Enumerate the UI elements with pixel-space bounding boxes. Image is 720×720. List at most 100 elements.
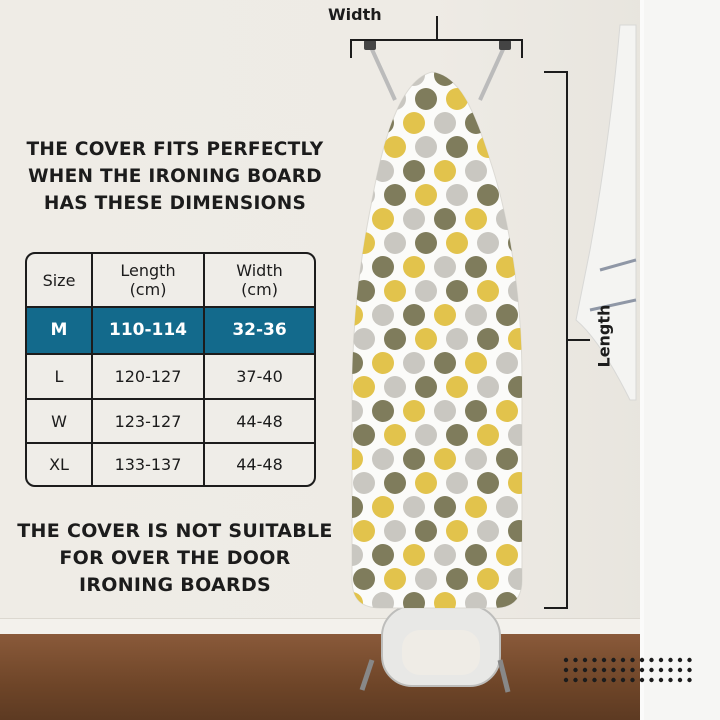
cover-dot	[477, 520, 499, 542]
cover-dot	[352, 160, 363, 182]
fit-heading: THE COVER FITS PERFECTLY WHEN THE IRONIN…	[0, 136, 350, 217]
grid-dot	[687, 667, 692, 673]
cover-dot	[465, 304, 487, 326]
grid-dot	[601, 667, 607, 673]
grid-dot	[592, 677, 597, 683]
cover-dot	[508, 376, 522, 398]
cover-dot	[434, 544, 456, 566]
grid-dot	[611, 657, 616, 663]
board-stand-base	[359, 605, 511, 693]
cover-dot	[496, 256, 518, 278]
cover-dot	[415, 472, 437, 494]
cover-dot	[434, 448, 456, 470]
grid-dot	[592, 657, 597, 663]
cover-dot	[477, 184, 499, 206]
grid-dot	[668, 667, 673, 673]
grid-dot	[668, 677, 673, 683]
cover-dot	[384, 472, 406, 494]
cover-dot	[415, 520, 437, 542]
cover-dot	[465, 256, 487, 278]
fit-heading-line: THE COVER FITS PERFECTLY	[26, 139, 324, 160]
grid-dot	[582, 667, 588, 673]
cell-length: 133-137	[93, 444, 205, 485]
cover-dot	[353, 328, 375, 350]
cover-dot	[352, 72, 363, 86]
cover-dot	[353, 184, 375, 206]
grid-dot	[563, 657, 569, 663]
cover-dot	[415, 424, 437, 446]
cover-dot	[508, 280, 522, 302]
cover-dot	[446, 376, 468, 398]
decorative-dot-grid	[563, 657, 692, 683]
grid-dot	[573, 677, 578, 683]
cell-length: 110-114	[93, 308, 205, 355]
cover-dot	[353, 136, 375, 158]
cover-dot	[508, 472, 522, 494]
grid-dot	[611, 667, 616, 673]
cover-dot	[434, 352, 456, 374]
cover-dot	[446, 424, 468, 446]
grid-dot	[582, 677, 588, 683]
cover-dot	[353, 424, 375, 446]
cover-dot	[372, 112, 394, 134]
cover-dot	[415, 136, 437, 158]
grid-dot	[668, 657, 673, 663]
cover-dot	[415, 88, 437, 110]
width-label: Width	[328, 5, 382, 24]
cover-dot	[403, 256, 425, 278]
cover-dot	[446, 568, 468, 590]
warning-heading-line: IRONING BOARDS	[78, 574, 272, 596]
cover-dot	[352, 256, 363, 278]
grid-dot	[630, 677, 635, 683]
header-length: Length (cm)	[93, 254, 205, 308]
cover-dot	[415, 376, 437, 398]
cell-size: L	[27, 354, 93, 400]
cover-dot	[465, 496, 487, 518]
cover-dot	[434, 496, 456, 518]
cover-dot	[352, 544, 363, 566]
cell-size: M	[27, 308, 93, 355]
cover-dot	[496, 112, 518, 134]
cover-dot	[477, 280, 499, 302]
cover-dot	[465, 400, 487, 422]
board-frame-legs	[364, 40, 511, 101]
grid-dot	[601, 657, 607, 663]
cover-dot	[384, 232, 406, 254]
cover-dot	[384, 280, 406, 302]
grid-dot	[658, 657, 664, 663]
cover-dot	[353, 280, 375, 302]
cover-dot	[403, 352, 425, 374]
cover-dot	[372, 160, 394, 182]
table-row: L 120-127 37-40	[27, 354, 314, 400]
header-text: Size	[42, 270, 76, 290]
cover-dot	[434, 304, 456, 326]
cover-dot	[477, 232, 499, 254]
cover-dot	[446, 88, 468, 110]
cover-dot	[403, 592, 425, 608]
cover-dot	[403, 448, 425, 470]
grid-dot	[677, 667, 683, 673]
length-label: Length	[594, 304, 614, 368]
warning-heading: THE COVER IS NOT SUITABLE FOR OVER THE D…	[0, 518, 350, 599]
table-row: XL 133-137 44-48	[27, 444, 314, 485]
grid-dot	[658, 677, 664, 683]
cover-dot	[465, 352, 487, 374]
cover-dot	[415, 232, 437, 254]
cover-dot	[434, 400, 456, 422]
warning-heading-line: THE COVER IS NOT SUITABLE	[17, 520, 333, 542]
cover-dot	[477, 376, 499, 398]
cover-dot	[496, 544, 518, 566]
cover-dot	[403, 544, 425, 566]
cover-dot	[372, 256, 394, 278]
cover-dot	[508, 184, 522, 206]
cell-size: W	[27, 399, 93, 445]
cover-dot	[446, 472, 468, 494]
cover-dot	[372, 352, 394, 374]
grid-dot	[649, 677, 654, 683]
cover-dot	[446, 280, 468, 302]
cover-dot	[415, 280, 437, 302]
cover-dot	[465, 544, 487, 566]
grid-dot	[630, 667, 635, 673]
header-text: Length	[120, 261, 176, 280]
